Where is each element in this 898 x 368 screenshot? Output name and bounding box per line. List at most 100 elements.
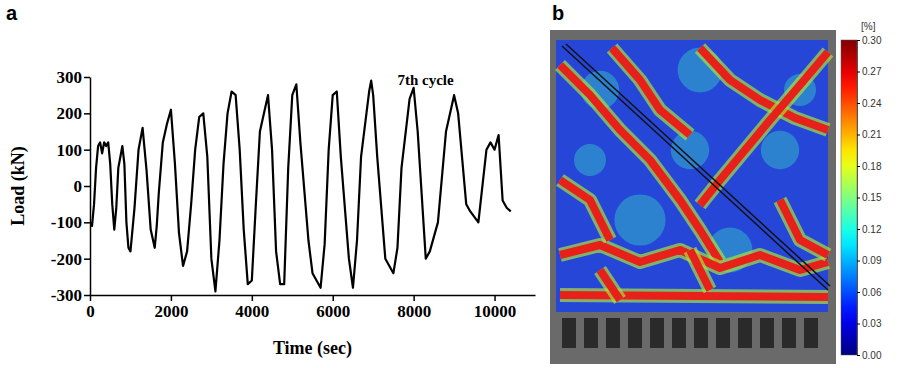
clamp <box>804 318 818 348</box>
tick: 0.09 <box>857 255 882 266</box>
strain-halo <box>700 52 828 205</box>
diagonal-line <box>562 46 828 290</box>
strain-field <box>556 40 828 312</box>
y-axis: -300 -200 -100 0 100 200 300 <box>51 68 91 305</box>
colorbar-axis: 0.00 0.03 0.06 0.09 0.12 0.15 0.18 0.21 0.24 0.27… <box>857 35 882 361</box>
tick: -300 <box>51 286 90 305</box>
tick: 8000 <box>397 295 431 321</box>
tick-label: 300 <box>57 68 83 87</box>
strain-band <box>560 295 828 297</box>
strain-patch <box>761 131 799 169</box>
tick: -200 <box>51 250 90 269</box>
x-axis-title: Time (sec) <box>273 338 352 359</box>
tick-mark <box>332 295 334 301</box>
tick: 0.30 <box>857 35 882 46</box>
strain-patch <box>574 144 606 176</box>
tick: 0.27 <box>857 66 882 77</box>
tick-label: 0.00 <box>862 350 882 361</box>
tick: 200 <box>57 104 91 123</box>
tick-label: -100 <box>51 213 82 232</box>
tick-mark <box>252 295 254 301</box>
tick: 10000 <box>474 295 516 321</box>
tick-label: 0.09 <box>862 255 882 266</box>
clamp <box>782 318 796 348</box>
tick-mark <box>84 149 90 151</box>
tick-label: 0.21 <box>862 129 882 140</box>
strain-band <box>600 270 620 300</box>
tick-mark <box>857 355 860 356</box>
tick: 0 <box>86 295 95 321</box>
tick: 0.00 <box>857 350 882 361</box>
clamp <box>694 318 708 348</box>
tick-mark <box>857 292 860 293</box>
tick: 300 <box>57 68 91 87</box>
tick-mark <box>413 295 415 301</box>
colorbar-title: [%] <box>861 21 876 32</box>
tick-label: 200 <box>57 104 83 123</box>
tick-mark <box>857 72 860 73</box>
colorbar <box>841 40 857 355</box>
clamp <box>760 318 774 348</box>
clamp <box>628 318 642 348</box>
strain-halo <box>600 270 620 300</box>
tick: 0 <box>74 177 91 196</box>
tick-mark <box>857 229 860 230</box>
tick-mark <box>84 77 90 79</box>
tick-label: 0.06 <box>862 287 882 298</box>
clamp <box>716 318 730 348</box>
tick-label: 0.24 <box>862 98 882 109</box>
tick-label: 0 <box>86 302 95 321</box>
clamp <box>672 318 686 348</box>
tick: 0.03 <box>857 318 882 329</box>
tick-mark <box>857 166 860 167</box>
photo-frame <box>550 30 836 364</box>
strain-band <box>700 52 828 205</box>
tick-label: 0.03 <box>862 318 882 329</box>
axis-line <box>91 295 536 297</box>
tick-mark <box>857 261 860 262</box>
figure: a0200040006000800010000-300-200-10001002… <box>0 0 898 368</box>
annotation: 7th cycle <box>397 72 454 88</box>
strain-patch <box>614 194 665 245</box>
tick: 0.12 <box>857 224 882 235</box>
tick-mark <box>857 40 860 41</box>
tick-label: -200 <box>51 250 82 269</box>
tick: 6000 <box>316 295 350 321</box>
strain-band <box>690 250 710 290</box>
diagonal-line <box>566 44 830 286</box>
load-line <box>90 81 511 292</box>
panel-label: a <box>6 2 18 24</box>
tick: 0.21 <box>857 129 882 140</box>
tick-label: -300 <box>51 286 82 305</box>
tick-mark <box>857 198 860 199</box>
tick-label: 0.12 <box>862 224 882 235</box>
tick-mark <box>494 295 496 301</box>
tick: 0.18 <box>857 161 882 172</box>
tick: 0.06 <box>857 287 882 298</box>
tick: -100 <box>51 213 90 232</box>
x-axis: 0200040006000800010000 <box>86 295 535 321</box>
y-axis-title: Load (kN) <box>8 146 29 226</box>
panel-label: b <box>552 2 564 24</box>
tick-label: 0 <box>74 177 83 196</box>
tick-mark <box>171 295 173 301</box>
tick-label: 6000 <box>316 302 350 321</box>
tick: 4000 <box>235 295 269 321</box>
tick-label: 0.15 <box>862 192 882 203</box>
tick-mark <box>857 103 860 104</box>
strain-photo <box>550 30 836 364</box>
tick-label: 10000 <box>474 302 516 321</box>
strain-halo <box>560 180 610 240</box>
plot-area <box>90 81 511 292</box>
tick-label: 100 <box>57 141 83 160</box>
tick-mark <box>84 222 90 224</box>
tick-label: 0.18 <box>862 161 882 172</box>
tick-label: 0.27 <box>862 66 882 77</box>
tick-mark <box>84 258 90 260</box>
tick: 100 <box>57 141 91 160</box>
clamp <box>562 318 576 348</box>
tick-label: 8000 <box>397 302 431 321</box>
tick: 0.15 <box>857 192 882 203</box>
tick-label: 4000 <box>235 302 269 321</box>
tick-mark <box>84 295 90 297</box>
